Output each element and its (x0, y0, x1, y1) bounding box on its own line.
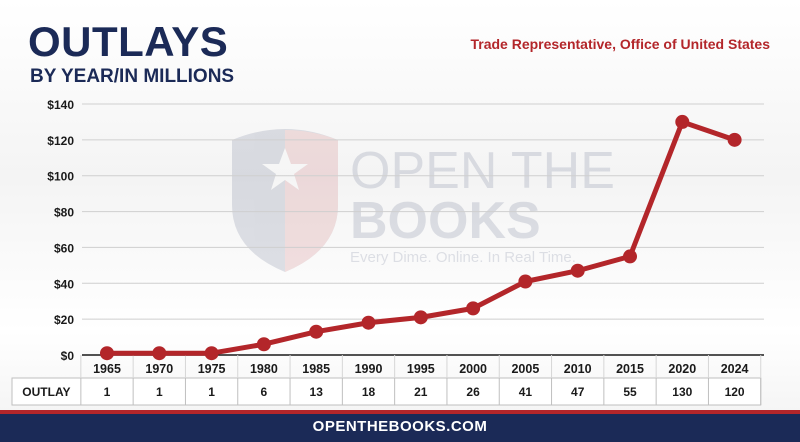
x-tick-label: 2015 (616, 362, 644, 376)
x-tick-label: 1975 (198, 362, 226, 376)
y-tick-label: $20 (54, 313, 74, 327)
x-tick-label: 1990 (355, 362, 383, 376)
table-cell: 1 (156, 385, 163, 399)
data-point (204, 346, 219, 361)
x-tick-label: 2010 (564, 362, 592, 376)
table-row-label: OUTLAY (22, 385, 70, 399)
watermark: OPEN THE BOOKS Every Dime. Online. In Re… (232, 129, 615, 272)
y-tick-label: $80 (54, 206, 74, 220)
footer-bar (0, 410, 800, 442)
y-tick-label: $120 (47, 134, 74, 148)
y-tick-label: $60 (54, 241, 74, 255)
data-point (309, 324, 324, 339)
table-cell: 1 (104, 385, 111, 399)
table-cell: 13 (310, 385, 324, 399)
x-axis: 1965 1970 1975 1980 1985 1990 1995 2000 2005 2010… (93, 362, 748, 376)
data-point (100, 346, 114, 361)
data-point (256, 337, 271, 352)
data-point (727, 132, 742, 147)
x-tick-label: 1970 (145, 362, 173, 376)
watermark-line2: BOOKS (350, 192, 541, 250)
y-tick-label: $0 (61, 349, 75, 363)
x-tick-label: 2000 (459, 362, 487, 376)
data-point (675, 114, 690, 129)
y-tick-label: $40 (54, 277, 74, 291)
source-label: Trade Representative, Office of United S… (470, 36, 770, 52)
watermark-tagline: Every Dime. Online. In Real Time. (350, 249, 576, 266)
table-cell: 6 (261, 385, 268, 399)
table-cell: 18 (362, 385, 376, 399)
watermark-line1: OPEN THE (350, 142, 615, 200)
y-axis: $0 $20 $40 $60 $80 $100 $120 $140 (47, 98, 74, 363)
x-tick-label: 2005 (511, 362, 539, 376)
data-point (518, 274, 533, 289)
data-point (466, 301, 481, 316)
table-cell: 47 (571, 385, 585, 399)
table-background (11, 377, 762, 406)
chart-subtitle: BY YEAR/IN MILLIONS (30, 66, 235, 87)
data-point (570, 263, 585, 278)
shield-icon (232, 129, 338, 272)
chart-title: OUTLAYS (28, 18, 229, 65)
data-point (152, 346, 167, 361)
table-cell: 41 (519, 385, 533, 399)
data-point (413, 310, 428, 325)
x-tick-label: 1965 (93, 362, 121, 376)
footer-stripe (0, 410, 800, 414)
table-cell: 21 (414, 385, 428, 399)
y-tick-label: $140 (47, 98, 74, 112)
x-tick-label: 1995 (407, 362, 435, 376)
x-tick-label: 2024 (721, 362, 749, 376)
data-point (361, 315, 376, 330)
table-cell: 55 (623, 385, 637, 399)
y-tick-label: $100 (47, 170, 74, 184)
series-outlays (100, 114, 742, 361)
table-cell: 26 (466, 385, 480, 399)
data-point (623, 249, 637, 264)
x-tick-label: 2020 (668, 362, 696, 376)
footer-link[interactable]: OPENTHEBOOKS.COM (312, 418, 488, 435)
table-cell: 130 (672, 385, 692, 399)
grid (82, 103, 764, 356)
table-cell: 1 (208, 385, 215, 399)
data-table: OUTLAY 1 1 1 6 13 18 21 26 41 47 55 130 120 (11, 355, 762, 406)
x-tick-label: 1985 (302, 362, 330, 376)
star-icon (262, 148, 308, 190)
table-cell: 120 (725, 385, 745, 399)
x-tick-label: 1980 (250, 362, 278, 376)
